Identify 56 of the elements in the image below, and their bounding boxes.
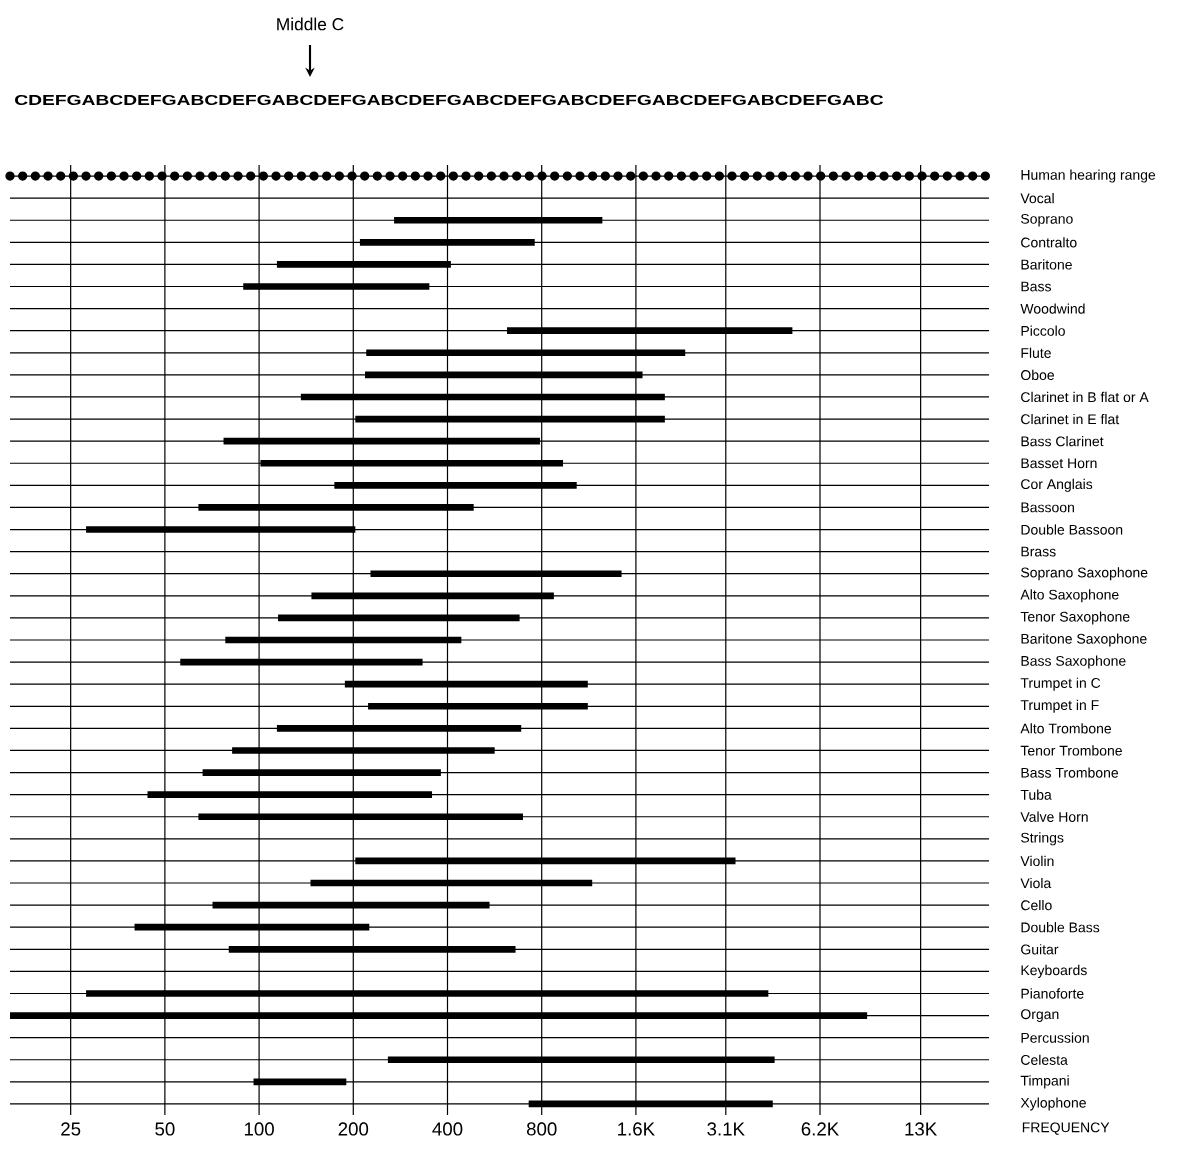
y-tick-label: Organ bbox=[1021, 1009, 1059, 1022]
x-tick-label: 200 bbox=[338, 1122, 369, 1136]
text: CDEFGABCDEFGABCDEFGABCDEFGABCDEFGABCDEFGABCDEFGABCDEFGABCDEFGABC bbox=[15, 94, 884, 106]
y-tick-label: Baritone bbox=[1021, 259, 1072, 270]
x-tick-label: 6.2K bbox=[801, 1122, 839, 1136]
y-tick-label: Cello bbox=[1021, 899, 1052, 911]
text: Middle C bbox=[277, 17, 344, 31]
x-tick-label: 100 bbox=[244, 1122, 274, 1136]
y-tick-label: Guitar bbox=[1021, 944, 1059, 955]
y-tick-label: Trumpet in F bbox=[1020, 699, 1099, 713]
y-tick-label: Woodwind bbox=[1020, 303, 1085, 314]
y-tick-label: Bassoon bbox=[1021, 502, 1074, 513]
y-tick-label: Human hearing range bbox=[1021, 169, 1156, 183]
y-tick-label: Soprano bbox=[1021, 213, 1073, 227]
x-tick-label: 50 bbox=[155, 1122, 175, 1136]
x-axis-title: FREQUENCY bbox=[1022, 1122, 1110, 1135]
y-tick-label: Celesta bbox=[1021, 1054, 1068, 1065]
y-tick-label: Tenor Saxophone bbox=[1020, 611, 1130, 625]
y-tick-label: Piccolo bbox=[1021, 325, 1065, 336]
y-tick-label: Soprano Saxophone bbox=[1021, 567, 1148, 581]
y-tick-label: Tenor Trombone bbox=[1020, 745, 1122, 756]
y-tick-label: Basset Horn bbox=[1021, 458, 1097, 469]
y-tick-label: Tuba bbox=[1020, 789, 1052, 800]
y-tick-label: Timpani bbox=[1020, 1075, 1069, 1089]
y-tick-label: Bass Clarinet bbox=[1021, 436, 1104, 447]
x-tick-label: 1.6K bbox=[618, 1122, 655, 1136]
y-tick-label: Oboe bbox=[1021, 369, 1054, 381]
y-tick-label: Bass Saxophone bbox=[1021, 655, 1126, 669]
y-tick-label: Contralto bbox=[1021, 237, 1077, 248]
x-tick-label: 25 bbox=[61, 1122, 81, 1136]
x-tick-label: 13K bbox=[905, 1122, 938, 1136]
y-tick-label: Double Bassoon bbox=[1021, 524, 1123, 535]
y-tick-label: Bass bbox=[1021, 281, 1051, 292]
y-tick-label: Viola bbox=[1020, 877, 1052, 889]
x-tick-label: 3.1K bbox=[707, 1122, 745, 1136]
x-tick-label: 800 bbox=[526, 1122, 557, 1136]
y-tick-label: Pianoforte bbox=[1021, 988, 1084, 999]
y-tick-label: Alto Saxophone bbox=[1020, 589, 1119, 603]
y-tick-label: Clarinet in B flat or A bbox=[1021, 391, 1149, 403]
y-tick-label: Trumpet in C bbox=[1020, 677, 1101, 691]
y-tick-label: Cor Anglais bbox=[1021, 478, 1093, 492]
y-tick-label: Xylophone bbox=[1020, 1097, 1086, 1111]
y-tick-label: Percussion bbox=[1021, 1032, 1089, 1043]
y-tick-label: Strings bbox=[1021, 832, 1064, 846]
y-tick-label: Keyboards bbox=[1021, 964, 1087, 978]
y-tick-label: Flute bbox=[1021, 347, 1051, 358]
y-tick-label: Valve Horn bbox=[1020, 811, 1088, 822]
y-tick-label: Vocal bbox=[1020, 193, 1054, 204]
y-tick-label: Alto Trombone bbox=[1020, 723, 1112, 734]
y-tick-label: Violin bbox=[1020, 855, 1054, 867]
y-tick-label: Bass Trombone bbox=[1021, 767, 1119, 778]
y-tick-label: Baritone Saxophone bbox=[1021, 633, 1147, 647]
x-tick-label: 400 bbox=[432, 1122, 463, 1136]
y-tick-label: Brass bbox=[1021, 546, 1056, 557]
y-tick-label: Double Bass bbox=[1021, 922, 1100, 933]
y-tick-label: Clarinet in E flat bbox=[1021, 413, 1120, 425]
